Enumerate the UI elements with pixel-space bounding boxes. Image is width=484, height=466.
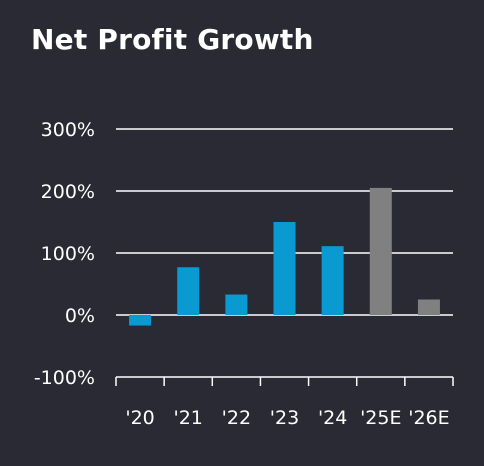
y-tick-label: 0% <box>65 305 95 327</box>
bar <box>417 299 440 315</box>
x-tick-label: '23 <box>270 407 299 429</box>
x-axis: '20 '21 '22 '23 '24 '25E '26E <box>115 376 454 429</box>
x-tick-label: '26E <box>408 407 449 429</box>
bar <box>369 187 392 315</box>
bar <box>177 267 200 315</box>
y-tick-label: 200% <box>41 181 95 203</box>
y-axis-tick-labels: -100% 0% 100% 200% 300% <box>34 119 95 389</box>
bars <box>129 187 440 326</box>
x-tick-label: '20 <box>125 407 154 429</box>
bar <box>225 294 248 315</box>
bar <box>321 246 344 315</box>
y-tick-label: 300% <box>41 119 95 141</box>
y-tick-label: -100% <box>34 367 95 389</box>
x-tick-label: '25E <box>360 407 401 429</box>
x-tick-label: '22 <box>222 407 251 429</box>
x-tick-label: '24 <box>318 407 347 429</box>
bar <box>129 315 152 326</box>
bar <box>273 222 296 315</box>
chart-title: Net Profit Growth <box>31 23 314 56</box>
y-tick-label: 100% <box>41 243 95 265</box>
x-tick-label: '21 <box>174 407 203 429</box>
